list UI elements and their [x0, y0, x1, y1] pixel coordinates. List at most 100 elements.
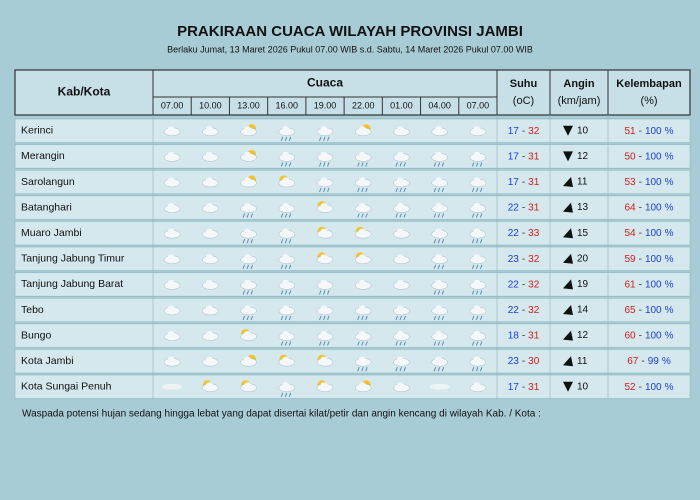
temperature: 17-31: [508, 381, 540, 392]
temperature: 23-30: [508, 356, 540, 367]
text-part: %: [665, 305, 674, 316]
rain: [403, 315, 406, 321]
weather-icon: [202, 203, 219, 213]
text-part: %: [665, 381, 674, 392]
row-bg: [14, 349, 691, 374]
weather-icon: [469, 254, 487, 269]
text-part: 33: [528, 228, 540, 239]
region-name: Merangin: [21, 150, 65, 162]
humidity: 52-100%: [624, 381, 673, 392]
header-time: 22.00: [352, 100, 375, 110]
text-part: -: [522, 330, 525, 341]
cloud: [282, 177, 290, 185]
text-part: 100: [645, 151, 662, 162]
rain: [395, 315, 398, 321]
cloud: [243, 177, 252, 185]
rain: [475, 290, 479, 295]
rain: [357, 187, 360, 193]
cloud: [320, 151, 328, 159]
humidity: 53-100%: [624, 177, 673, 188]
weather-icon: [240, 380, 257, 392]
weather-icon: [355, 356, 372, 372]
rain: [437, 290, 441, 295]
weather-icon: [431, 177, 448, 193]
weather-icon: [469, 203, 487, 218]
rain: [284, 264, 288, 269]
rain: [433, 264, 437, 269]
rain: [242, 239, 246, 244]
text-part: %: [665, 228, 674, 239]
cloud: [435, 356, 443, 364]
rain: [437, 264, 441, 269]
header-time: 16.00: [276, 100, 299, 110]
weather-icon: [316, 331, 334, 346]
text-part: -: [639, 151, 642, 162]
rain: [280, 264, 284, 269]
weather-icon: [355, 151, 372, 167]
text-part: 67: [627, 356, 639, 367]
rain: [441, 367, 445, 372]
rain: [441, 213, 445, 218]
text-part: 22: [508, 228, 520, 239]
weather-icon: [316, 380, 334, 392]
rain: [242, 315, 246, 321]
rain: [395, 341, 398, 346]
text-part: %: [665, 279, 674, 290]
rain: [357, 162, 360, 167]
weather-icon: [202, 151, 219, 162]
rain: [250, 213, 254, 218]
rain: [433, 187, 437, 193]
rain: [288, 290, 292, 295]
cloud: [243, 305, 252, 313]
rain: [395, 162, 398, 167]
rain: [475, 162, 479, 167]
wind-speed: 20: [577, 253, 589, 264]
text-part: 100: [645, 228, 662, 239]
rain: [288, 162, 292, 167]
weather-icon: [278, 126, 295, 141]
weather-icon: [163, 203, 181, 213]
region-name: Sarolangun: [21, 176, 75, 188]
rain: [327, 162, 330, 167]
text-part: -: [639, 177, 642, 188]
text-part: 51: [624, 125, 636, 136]
cloud: [320, 279, 328, 287]
weather-icon: [278, 254, 295, 269]
humidity: 59-100%: [624, 253, 673, 264]
region-name: Kota Sungai Penuh: [21, 381, 112, 393]
weather-icon: [316, 201, 334, 213]
humidity: 61-100%: [624, 279, 673, 290]
rain: [280, 239, 284, 244]
rain: [365, 187, 368, 193]
weather-icon: [469, 356, 487, 372]
header-wind: Angin: [563, 78, 594, 90]
rain: [288, 213, 292, 218]
cloud: [435, 126, 443, 134]
cloud: [320, 126, 328, 134]
cloud: [320, 254, 328, 262]
row-bg: [14, 195, 691, 220]
cloud: [205, 254, 213, 262]
rain: [441, 162, 445, 167]
text-part: 100: [645, 381, 662, 392]
rain: [403, 213, 406, 218]
rain: [399, 315, 402, 321]
rain: [250, 239, 254, 244]
weather-icon: [202, 356, 219, 367]
cloud: [473, 382, 481, 390]
rain: [361, 187, 364, 193]
rain: [471, 187, 475, 193]
rain: [475, 187, 479, 193]
rain: [280, 315, 284, 321]
cloud: [282, 151, 290, 159]
rain: [327, 290, 330, 295]
rain: [437, 213, 441, 218]
text-part: 61: [624, 279, 636, 290]
cloud: [435, 228, 443, 236]
rain: [242, 264, 246, 269]
header-region: Kab/Kota: [58, 85, 111, 99]
weather-icon: [202, 380, 219, 392]
text-part: -: [522, 279, 525, 290]
text-part: -: [522, 202, 525, 213]
text-part: -: [639, 253, 642, 264]
